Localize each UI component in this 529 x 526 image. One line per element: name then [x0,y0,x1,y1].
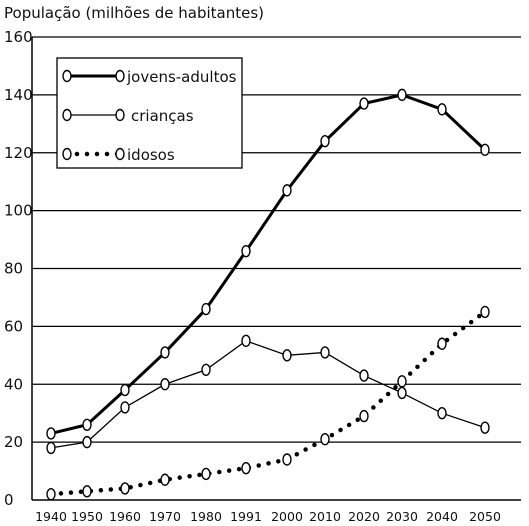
legend-label: idosos [127,146,175,164]
y-tick-label: 40 [4,375,23,393]
data-point [437,103,447,116]
data-point [241,334,251,348]
series-crianças [46,334,490,455]
y-tick-labels: 0 20 40 60 80 100 120 140 160 [4,28,33,509]
data-point [62,147,72,161]
data-point [160,346,170,359]
y-axis-label: População (milhões de habitantes) [4,4,264,22]
series-line [48,309,488,497]
data-point [120,383,130,397]
data-point [241,461,251,475]
x-tick-label: 2050 [469,509,501,524]
x-tick-label: 1980 [190,509,222,524]
data-point [397,386,407,400]
data-point [241,244,251,258]
data-point [82,485,92,498]
data-point [359,97,369,110]
x-tick-label: 2010 [309,509,341,524]
data-point [82,418,92,431]
data-point [62,108,72,122]
data-point [320,433,330,446]
data-point [480,305,490,319]
x-tick-label: 2030 [386,509,418,524]
y-tick-label: 60 [4,317,23,335]
data-point [397,88,407,102]
x-tick-label: 1991 [230,509,262,524]
data-point [282,453,292,466]
legend-label: crianças [131,107,194,125]
data-point [201,302,211,316]
legend-label: jovens-adultos [126,68,237,86]
data-point [437,337,447,350]
data-point [46,441,56,455]
series-line [50,340,486,449]
data-point [480,421,490,434]
y-tick-label: 20 [4,433,23,451]
x-tick-label: 1970 [149,509,181,524]
x-tick-label: 2000 [271,509,303,524]
data-point [82,435,92,449]
data-point [320,346,330,359]
data-point [120,401,130,414]
x-tick-label: 1960 [109,509,141,524]
legend: jovens-adultos crianças idosos [56,57,243,169]
series-group [46,88,490,501]
y-tick-label: 100 [4,202,33,220]
y-tick-label: 120 [4,144,33,162]
data-point [201,363,211,376]
data-point [120,482,130,495]
x-tick-label: 2040 [426,509,458,524]
x-tick-label: 1940 [35,509,67,524]
data-point [437,406,447,420]
data-point [62,69,72,83]
legend-item: idosos [62,146,175,164]
y-tick-label: 160 [4,28,33,46]
data-point [160,378,170,391]
data-point [201,467,211,481]
y-tick-label: 140 [4,86,33,104]
data-point [46,488,56,501]
data-point [115,69,125,83]
data-point [282,349,292,362]
data-point [282,184,292,197]
legend-item: crianças [62,107,194,125]
series-line [50,93,487,435]
y-tick-label: 80 [4,260,23,278]
axes [31,37,521,501]
x-tick-label: 2020 [348,509,380,524]
y-tick-label: 0 [4,491,14,509]
data-point [46,427,56,440]
x-tick-labels: 1940 1950 1960 1970 1980 1991 2000 2010 2020 2030… [35,509,501,524]
data-point [320,134,330,148]
data-point [115,147,125,161]
x-tick-label: 1950 [71,509,103,524]
series-jovens-adultos [46,88,490,440]
data-point [160,473,170,486]
data-point [359,369,369,382]
data-point [359,409,369,423]
data-point [115,108,125,122]
legend-item: jovens-adultos [62,68,237,86]
data-point [480,143,490,157]
data-point [397,375,407,388]
series-idosos [46,305,490,501]
